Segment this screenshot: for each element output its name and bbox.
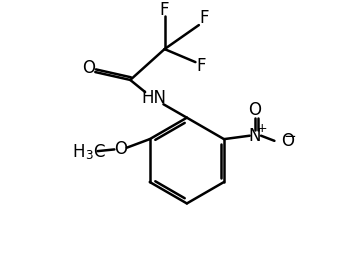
Text: O: O [114,140,127,158]
Text: −: − [284,129,297,144]
Text: 3: 3 [85,149,93,162]
Text: H: H [72,143,85,161]
Text: O: O [82,59,95,77]
Text: O: O [281,132,294,150]
Text: N: N [249,127,261,145]
Text: C: C [93,143,104,161]
Text: F: F [197,57,206,75]
Text: HN: HN [142,89,167,107]
Text: F: F [160,1,169,19]
Text: O: O [248,101,261,119]
Text: +: + [257,122,268,135]
Text: F: F [199,9,209,27]
